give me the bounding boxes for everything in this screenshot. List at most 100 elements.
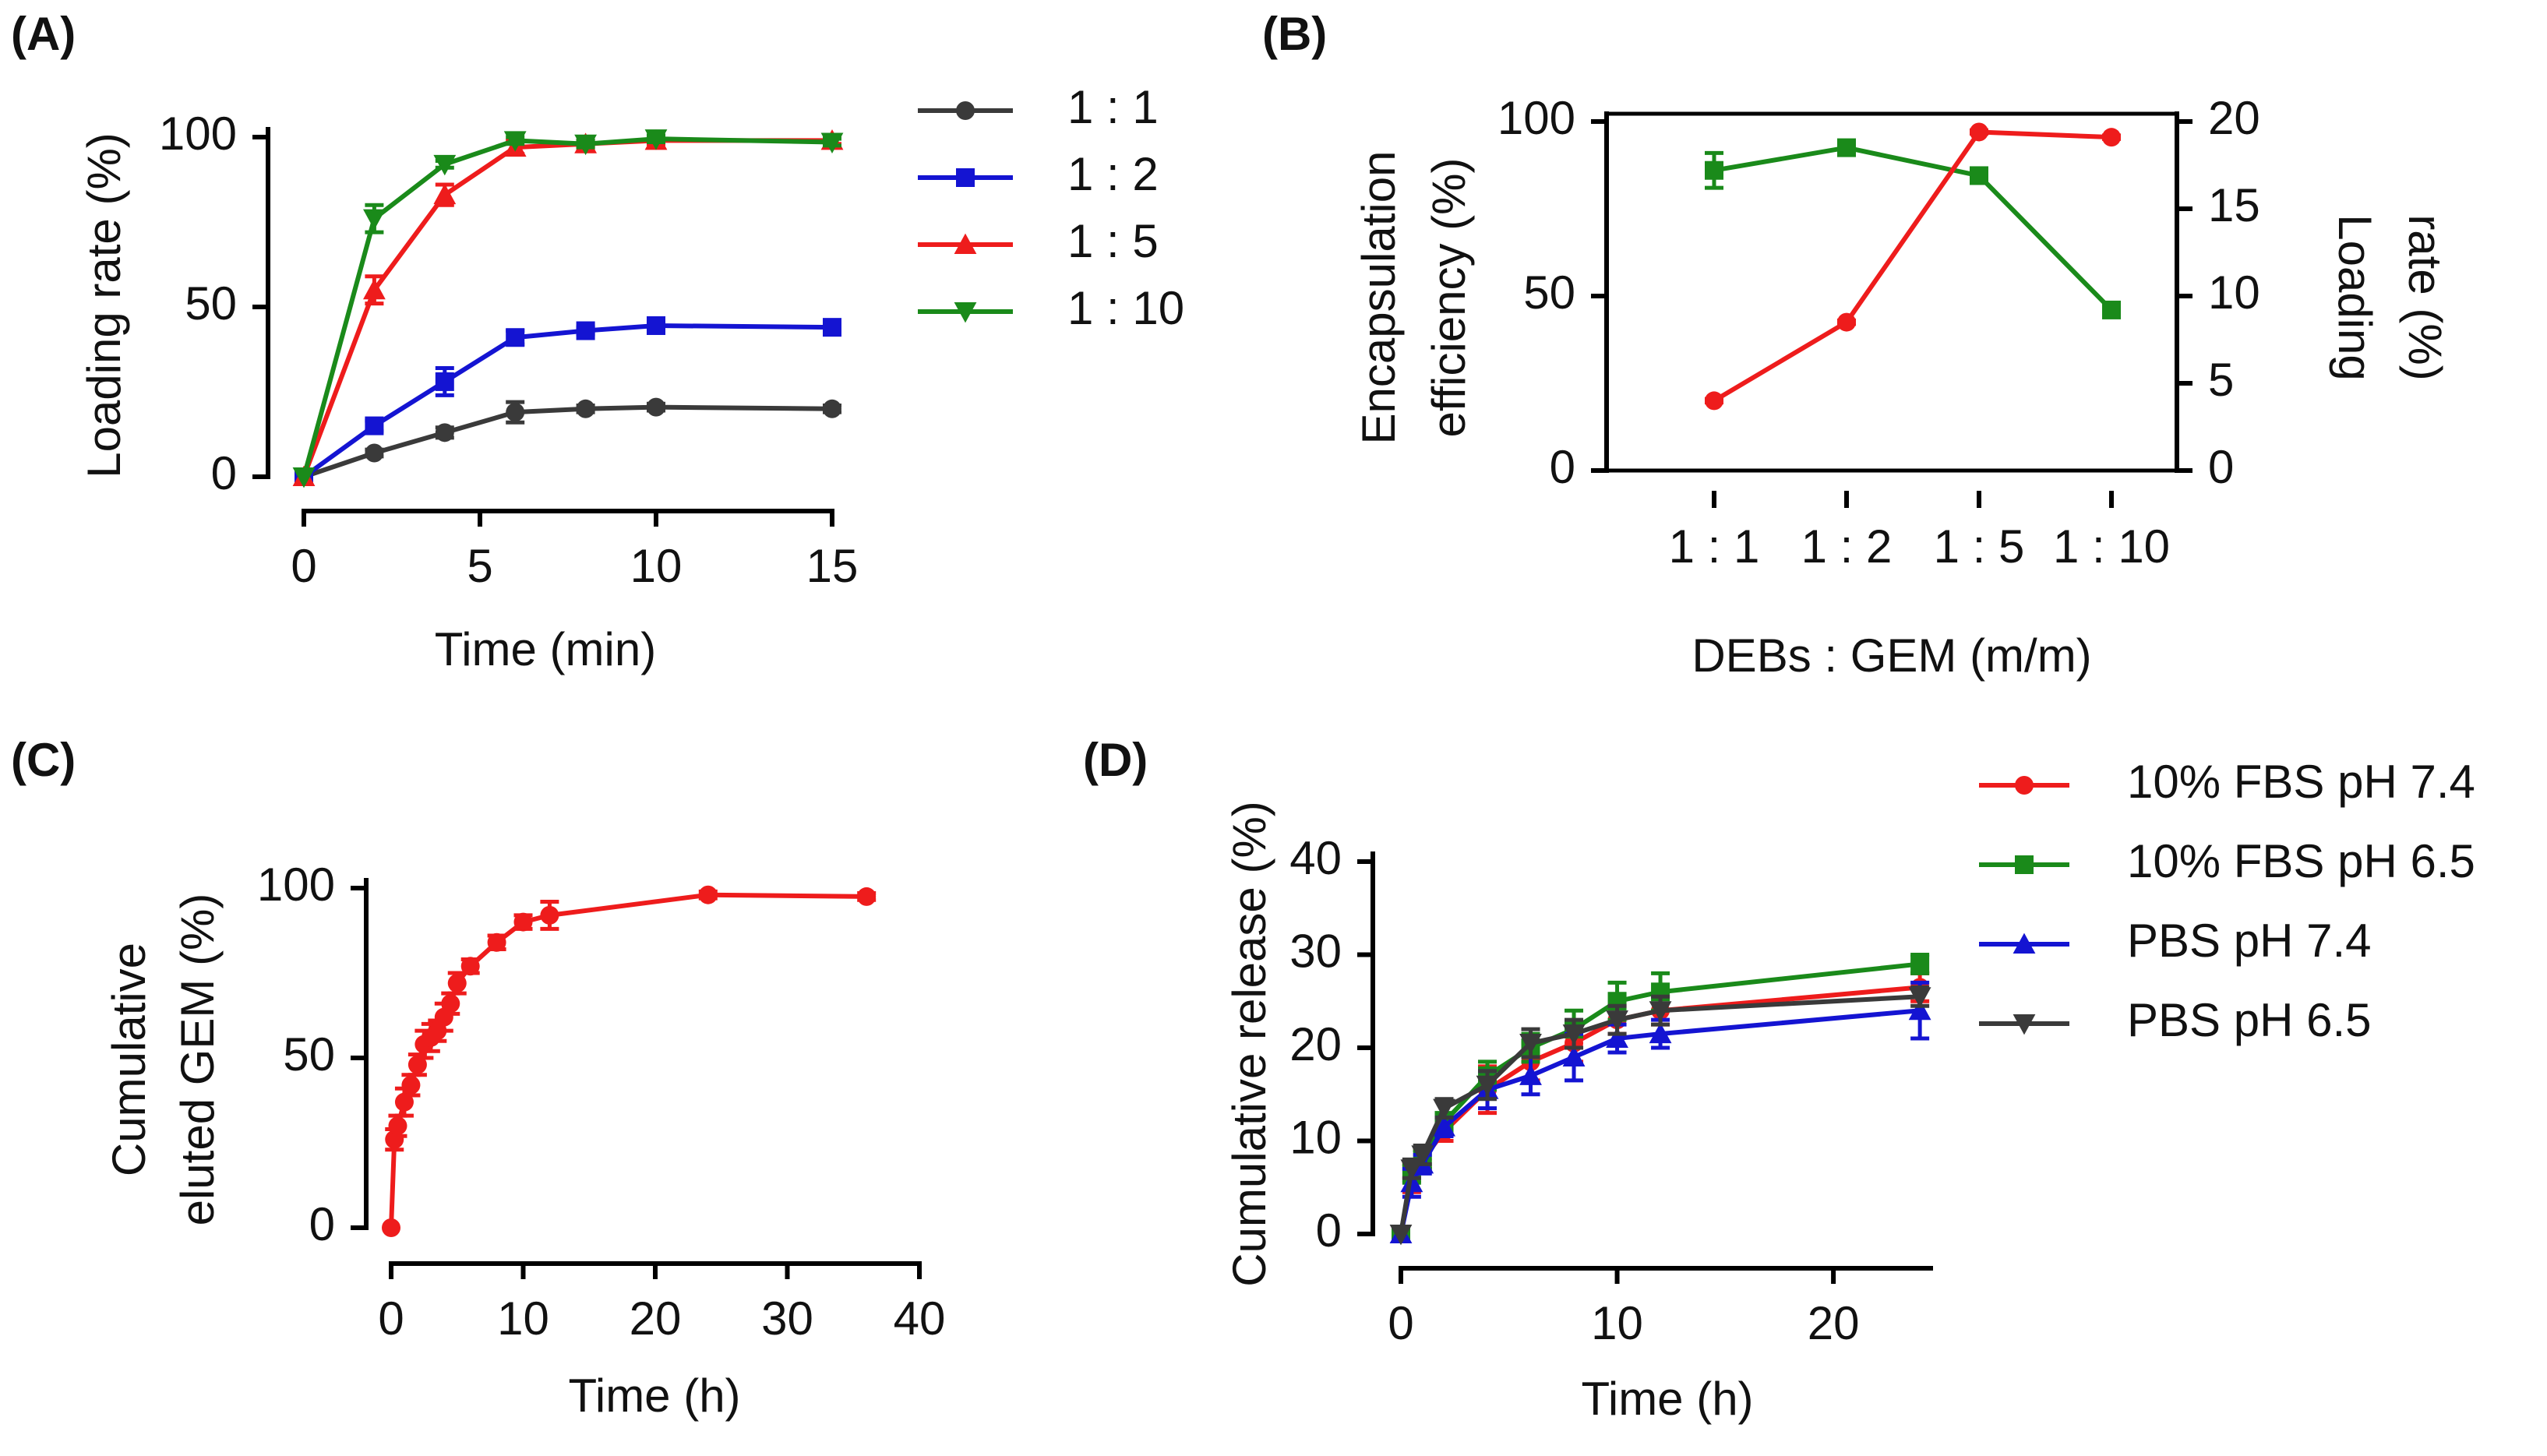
- panel-b-x-tick-label: 1 : 10: [2053, 520, 2170, 573]
- panel-d-series-4-point: [1433, 1098, 1455, 1120]
- panel-b-right-y-axis-tick-label: 10: [2208, 266, 2260, 319]
- panel-b-x-tick-label: 1 : 2: [1801, 520, 1893, 573]
- legend-label: 1 : 2: [1067, 148, 1159, 200]
- panel-b-series-1-point: [2102, 300, 2121, 319]
- panel-c-series-1-point: [441, 994, 460, 1014]
- panel-a-series-1-point: [365, 443, 384, 463]
- panel-d-series-4-point: [1476, 1075, 1499, 1097]
- panel-c-series-1-point: [407, 1055, 427, 1074]
- legend-label: 1 : 1: [1067, 81, 1159, 133]
- panel-c-x-axis-tick-label: 20: [630, 1292, 682, 1345]
- legend-marker: [2015, 776, 2034, 795]
- panel-b-right-y-axis-tick-label: 5: [2208, 354, 2234, 406]
- panel-b-x-axis: 1 : 1 1 : 2 1 : 5 1 : 10: [1669, 491, 2170, 573]
- panel-c-series-1-point: [388, 1116, 407, 1136]
- panel-d-y-axis-tick-label: 0: [1316, 1204, 1342, 1257]
- panel-d-label: (D): [1083, 734, 1148, 786]
- legend-marker: [956, 101, 975, 120]
- legend-marker: [954, 233, 977, 254]
- panel-d-y-axis-tick-label: 40: [1289, 832, 1342, 884]
- panel-a-series-4-point: [433, 154, 457, 176]
- panel-a-legend-item: 1 : 10: [918, 282, 1184, 334]
- panel-a-series-1-point: [823, 399, 841, 418]
- panel-c-series-1-point: [382, 1218, 400, 1237]
- panel-a-series-4-point: [503, 131, 527, 152]
- panel-a-x-axis-tick-label: 10: [630, 540, 683, 592]
- panel-c-x-axis-tick-label: 30: [761, 1292, 813, 1345]
- panel-b-series-2-point: [1705, 391, 1723, 411]
- panel-c-label: (C): [11, 734, 76, 786]
- panel-b-left-y-axis-tick-label: 50: [1523, 266, 1575, 319]
- panel-a-legend-item: 1 : 1: [918, 81, 1159, 133]
- panel-c-x-axis-tick-label: 10: [497, 1292, 549, 1345]
- panel-b-right-y-axis-tick-label: 15: [2208, 179, 2260, 231]
- panel-b-x-tick-label: 1 : 5: [1934, 520, 2025, 573]
- panel-d-series-3-point: [1908, 999, 1931, 1021]
- panel-d-x-axis-tick-label: 20: [1808, 1297, 1860, 1349]
- legend-label: PBS pH 7.4: [2127, 915, 2372, 967]
- panel-c: (C) 0 50 100 0 10 20 30 40 Time (h) Cumulative elut…: [11, 734, 945, 1422]
- panel-a-series-2-point: [576, 321, 595, 340]
- panel-d-y-axis-tick-label: 30: [1289, 925, 1342, 977]
- panel-b-series-2-point: [1970, 122, 1988, 142]
- panel-b-series-1-point: [1970, 166, 1988, 185]
- panel-a-y-label: Loading rate (%): [78, 132, 130, 478]
- panel-c-series-1-line: [389, 892, 867, 1229]
- panel-d-series-4-point: [1411, 1145, 1434, 1166]
- panel-d-y-axis-tick-label: 10: [1289, 1111, 1342, 1163]
- panel-b-series-2-point: [1837, 312, 1856, 332]
- panel-b-x-label: DEBs : GEM (m/m): [1692, 629, 2091, 682]
- panel-a-legend-item: 1 : 2: [918, 148, 1159, 200]
- panel-a-series-3-point: [363, 278, 386, 300]
- panel-a-series-1-point: [506, 403, 525, 422]
- panel-d-series-4-point: [1562, 1024, 1586, 1045]
- panel-c-x-axis-tick-label: 40: [894, 1292, 946, 1345]
- panel-a-y-axis-tick-label: 50: [185, 277, 237, 330]
- panel-d-series-3-point: [1649, 1022, 1672, 1044]
- panel-d-x-axis-tick-label: 10: [1591, 1297, 1643, 1349]
- panel-a-x-axis-tick-label: 15: [806, 540, 859, 592]
- panel-c-series-1-point: [487, 932, 506, 952]
- panel-a-label: (A): [11, 8, 76, 60]
- panel-b-right-y-label: rate (%): [2399, 214, 2451, 380]
- panel-b-label: (B): [1262, 8, 1327, 60]
- panel-b-series-1-point: [1705, 160, 1723, 180]
- legend-label: 1 : 5: [1067, 215, 1159, 267]
- panel-b-left-y-axis-tick-label: 0: [1550, 441, 1575, 493]
- panel-c-y-axis-tick-label: 50: [283, 1028, 335, 1081]
- panel-c-series-1-point: [447, 974, 467, 993]
- panel-a-series-2-point: [823, 318, 841, 337]
- legend-marker: [956, 168, 975, 187]
- panel-b-series-1-line: [1713, 145, 2114, 312]
- panel-d-y-label: Cumulative release (%): [1223, 801, 1275, 1287]
- panel-b-right-y-axis-tick-label: 20: [2208, 92, 2260, 144]
- legend-marker: [954, 302, 977, 323]
- panel-c-series-1-point: [540, 905, 559, 925]
- panel-b-series-2-point: [2102, 128, 2121, 147]
- panel-c-x-axis-tick-label: 0: [378, 1292, 404, 1345]
- panel-c-y-label: eluted GEM (%): [171, 894, 224, 1226]
- panel-a-x-axis-tick-label: 0: [291, 540, 316, 592]
- panel-a-legend-item: 1 : 5: [918, 215, 1159, 267]
- panel-a-x-label: Time (min): [435, 623, 656, 675]
- panel-b-left-y-axis-tick-label: 100: [1498, 92, 1575, 144]
- panel-a-series-1-point: [576, 399, 595, 418]
- legend-label: 10% FBS pH 7.4: [2127, 756, 2475, 808]
- panel-b-right-y-label: Loading: [2329, 214, 2381, 381]
- panel-c-series-1-point: [460, 957, 480, 976]
- panel-c-y-axis-tick-label: 100: [257, 858, 335, 911]
- panel-c-series-1-point: [394, 1092, 414, 1112]
- panel-a-series-1-point: [647, 397, 665, 417]
- panel-a-series-4-point: [820, 132, 844, 153]
- panel-a: (A) 0 50 100 0 5 10 15 Time (min) Loading rate (%…: [11, 8, 1184, 675]
- panel-a-series-2-point: [506, 328, 525, 347]
- panel-a-series-3-point: [433, 183, 457, 205]
- panel-c-series-1-point: [401, 1075, 421, 1095]
- panel-d-y-axis-tick-label: 20: [1289, 1018, 1342, 1070]
- panel-a-series-4-point: [644, 129, 668, 150]
- panel-d-legend-item: PBS pH 6.5: [1979, 994, 2372, 1046]
- panel-c-y-label: Cumulative: [103, 943, 155, 1176]
- panel-a-series-2-point: [647, 316, 665, 335]
- panel-d-legend-item: PBS pH 7.4: [1979, 915, 2372, 967]
